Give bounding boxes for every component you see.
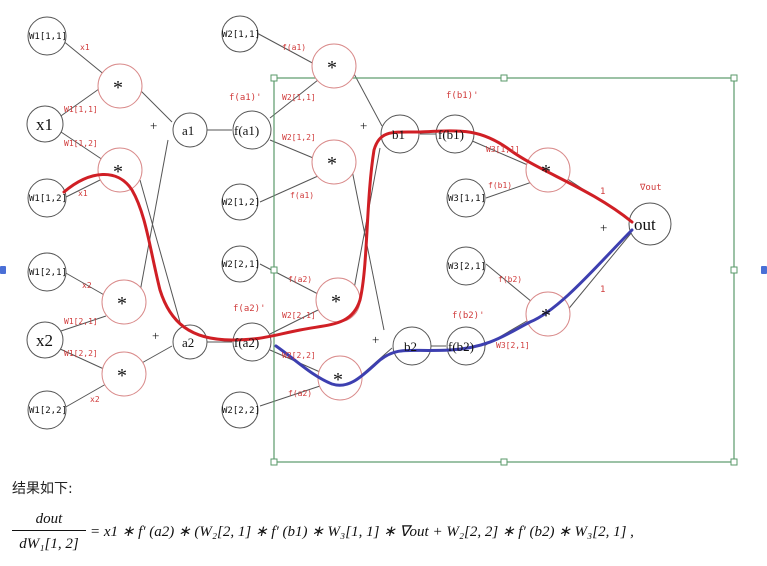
node-w3-11: W3[1,1] (448, 194, 486, 204)
edge-label-w1-22: W1[2,2] (64, 349, 98, 358)
multiply-nodes (97, 43, 571, 401)
node-b2: b2 (404, 339, 417, 354)
edge-label-w1-21: W1[2,1] (64, 317, 98, 326)
node-fa2: f(a2) (234, 335, 259, 350)
selection-box[interactable] (270, 74, 738, 466)
edge-label-w2-11: W2[1,1] (282, 93, 316, 102)
edge-label-x2b: x2 (90, 395, 100, 404)
edge-label-w1-12: W1[1,2] (64, 139, 98, 148)
node-b1: b1 (392, 127, 405, 142)
node-w1-12: W1[1,2] (29, 194, 67, 204)
node-w1-21: W1[2,1] (29, 268, 67, 278)
node-labels: W1[1,1] x1 W1[1,2] W1[2,1] x2 W1[2,2] * … (29, 30, 656, 416)
edge-label-w3-11: W3[1,1] (486, 145, 520, 154)
mul-node-3: * (117, 293, 127, 315)
edge-label-x1b: x1 (78, 189, 88, 198)
edge-label-w3-21: W3[2,1] (496, 341, 530, 350)
node-a2: a2 (182, 335, 194, 350)
edge-label-w2-21: W2[2,1] (282, 311, 316, 320)
red-gradient-path (62, 129, 634, 342)
node-w2-11: W2[1,1] (222, 30, 260, 40)
edge-labels: x1 W1[1,1] W1[1,2] x1 x2 W1[2,1] W1[2,2]… (64, 43, 662, 404)
mul-node-10: * (541, 305, 551, 327)
node-x1: x1 (36, 115, 53, 134)
plus-b2: + (372, 332, 379, 347)
formula-rhs: = x1 ∗ f′ (a2) ∗ (W₂[2, 1] ∗ f′ (b1) ∗ W… (90, 524, 634, 540)
mul-node-2: * (113, 161, 123, 183)
node-out: out (634, 215, 656, 234)
edge-label-one-bottom: 1 (600, 285, 605, 295)
node-fb1: f(b1) (438, 127, 464, 142)
node-w1-22: W1[2,2] (29, 406, 67, 416)
node-fb2: f(b2) (448, 339, 474, 354)
mul-node-5: * (327, 57, 337, 79)
node-x2: x2 (36, 331, 53, 350)
node-w1-11: W1[1,1] (29, 32, 67, 42)
edge-label-fb1: f(b1) (488, 181, 512, 190)
node-fa1: f(a1) (234, 123, 259, 138)
node-w2-12: W2[1,2] (222, 198, 260, 208)
plus-signs: + + + + + (150, 118, 607, 347)
plus-b1: + (360, 118, 367, 133)
edge-label-fa2b: f(a2) (288, 389, 312, 398)
gradient-formula: dout dW₁[1, 2] = x1 ∗ f′ (a2) ∗ (W₂[2, 1… (12, 508, 762, 560)
node-w3-21: W3[2,1] (448, 262, 486, 272)
blue-gradient-path (274, 228, 634, 387)
edge-label-x2: x2 (82, 281, 92, 290)
edge-label-one-top: 1 (600, 187, 605, 197)
edge-label-w1-11: W1[1,1] (64, 105, 98, 114)
formula-denominator: dW₁[1, 2] (19, 536, 79, 552)
result-caption: 结果如下: (12, 481, 73, 497)
deriv-fa2: f(a2)' (233, 304, 266, 314)
black-nodes (26, 15, 672, 430)
node-w2-22: W2[2,2] (222, 406, 260, 416)
mul-node-4: * (117, 365, 127, 387)
mul-node-8: * (333, 369, 343, 391)
plus-out: + (600, 220, 607, 235)
edge-label-w2-22: W2[2,2] (282, 351, 316, 360)
resize-handle-left[interactable] (0, 266, 6, 274)
node-a1: a1 (182, 123, 194, 138)
mul-node-1: * (113, 77, 123, 99)
formula-fraction: dout dW₁[1, 2] (12, 508, 86, 555)
mul-node-9: * (541, 161, 551, 183)
edge-label-fa1: f(a1) (282, 43, 306, 52)
edge-label-fb2: f(b2) (498, 275, 522, 284)
mul-node-7: * (331, 291, 341, 313)
computation-graph: W1[1,1] x1 W1[1,2] W1[2,1] x2 W1[2,2] * … (26, 15, 738, 466)
deriv-fa1: f(a1)' (229, 93, 262, 103)
mul-node-6: * (327, 153, 337, 175)
edge-label-x1: x1 (80, 43, 90, 52)
deriv-fb1: f(b1)' (446, 91, 479, 101)
deriv-fb2: f(b2)' (452, 311, 485, 321)
edge-label-fa2: f(a2) (288, 275, 312, 284)
plus-a2: + (152, 328, 159, 343)
resize-handle-right[interactable] (761, 266, 767, 274)
plus-a1: + (150, 118, 157, 133)
edge-label-w2-12: W2[1,2] (282, 133, 316, 142)
nabla-out: ∇out (639, 183, 662, 193)
node-w2-21: W2[2,1] (222, 260, 260, 270)
formula-numerator: dout (12, 508, 86, 531)
edge-label-fa1b: f(a1) (290, 191, 314, 200)
